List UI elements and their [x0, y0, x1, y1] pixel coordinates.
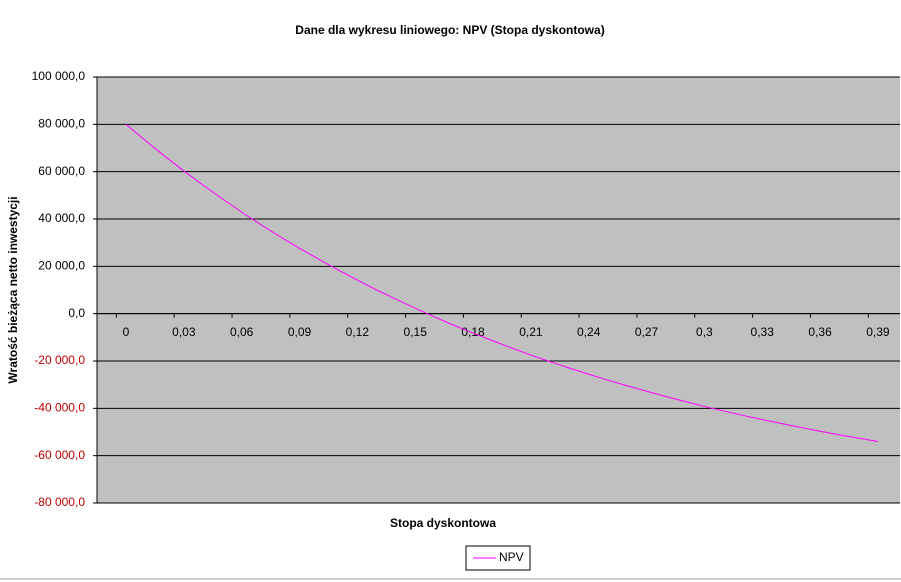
x-tick-label: 0,39 — [866, 325, 890, 339]
x-tick-label: 0,12 — [346, 325, 370, 339]
y-tick-label: 60 000,0 — [38, 164, 85, 178]
x-tick-label: 0,33 — [751, 325, 775, 339]
y-tick-label: -80 000,0 — [34, 495, 85, 509]
y-tick-label: 0,0 — [68, 306, 85, 320]
x-axis-title: Stopa dyskontowa — [390, 516, 496, 530]
y-tick-label: 20 000,0 — [38, 259, 85, 273]
x-tick-label: 0 — [123, 325, 130, 339]
y-tick-label: -60 000,0 — [34, 448, 85, 462]
y-axis-title: Wratość bieżąca netto inwestycji — [6, 196, 20, 383]
y-tick-label: -20 000,0 — [34, 353, 85, 367]
x-tick-label: 0,03 — [172, 325, 196, 339]
y-tick-label: 80 000,0 — [38, 117, 85, 131]
chart-title: Dane dla wykresu liniowego: NPV (Stopa d… — [295, 23, 604, 37]
x-tick-label: 0,06 — [230, 325, 254, 339]
x-tick-label: 0,21 — [519, 325, 543, 339]
y-tick-label: 100 000,0 — [32, 69, 86, 83]
y-tick-label: 40 000,0 — [38, 211, 85, 225]
npv-line — [125, 123, 879, 442]
x-tick-label: 0,09 — [288, 325, 312, 339]
x-tick-label: 0,36 — [808, 325, 832, 339]
x-tick-label: 0,27 — [635, 325, 659, 339]
x-tick-label: 0,15 — [404, 325, 428, 339]
x-tick-label: 0,24 — [577, 325, 601, 339]
y-tick-label: -40 000,0 — [34, 401, 85, 415]
x-tick-label: 0,3 — [696, 325, 713, 339]
legend-label: NPV — [499, 550, 524, 564]
plot-area — [97, 77, 900, 503]
